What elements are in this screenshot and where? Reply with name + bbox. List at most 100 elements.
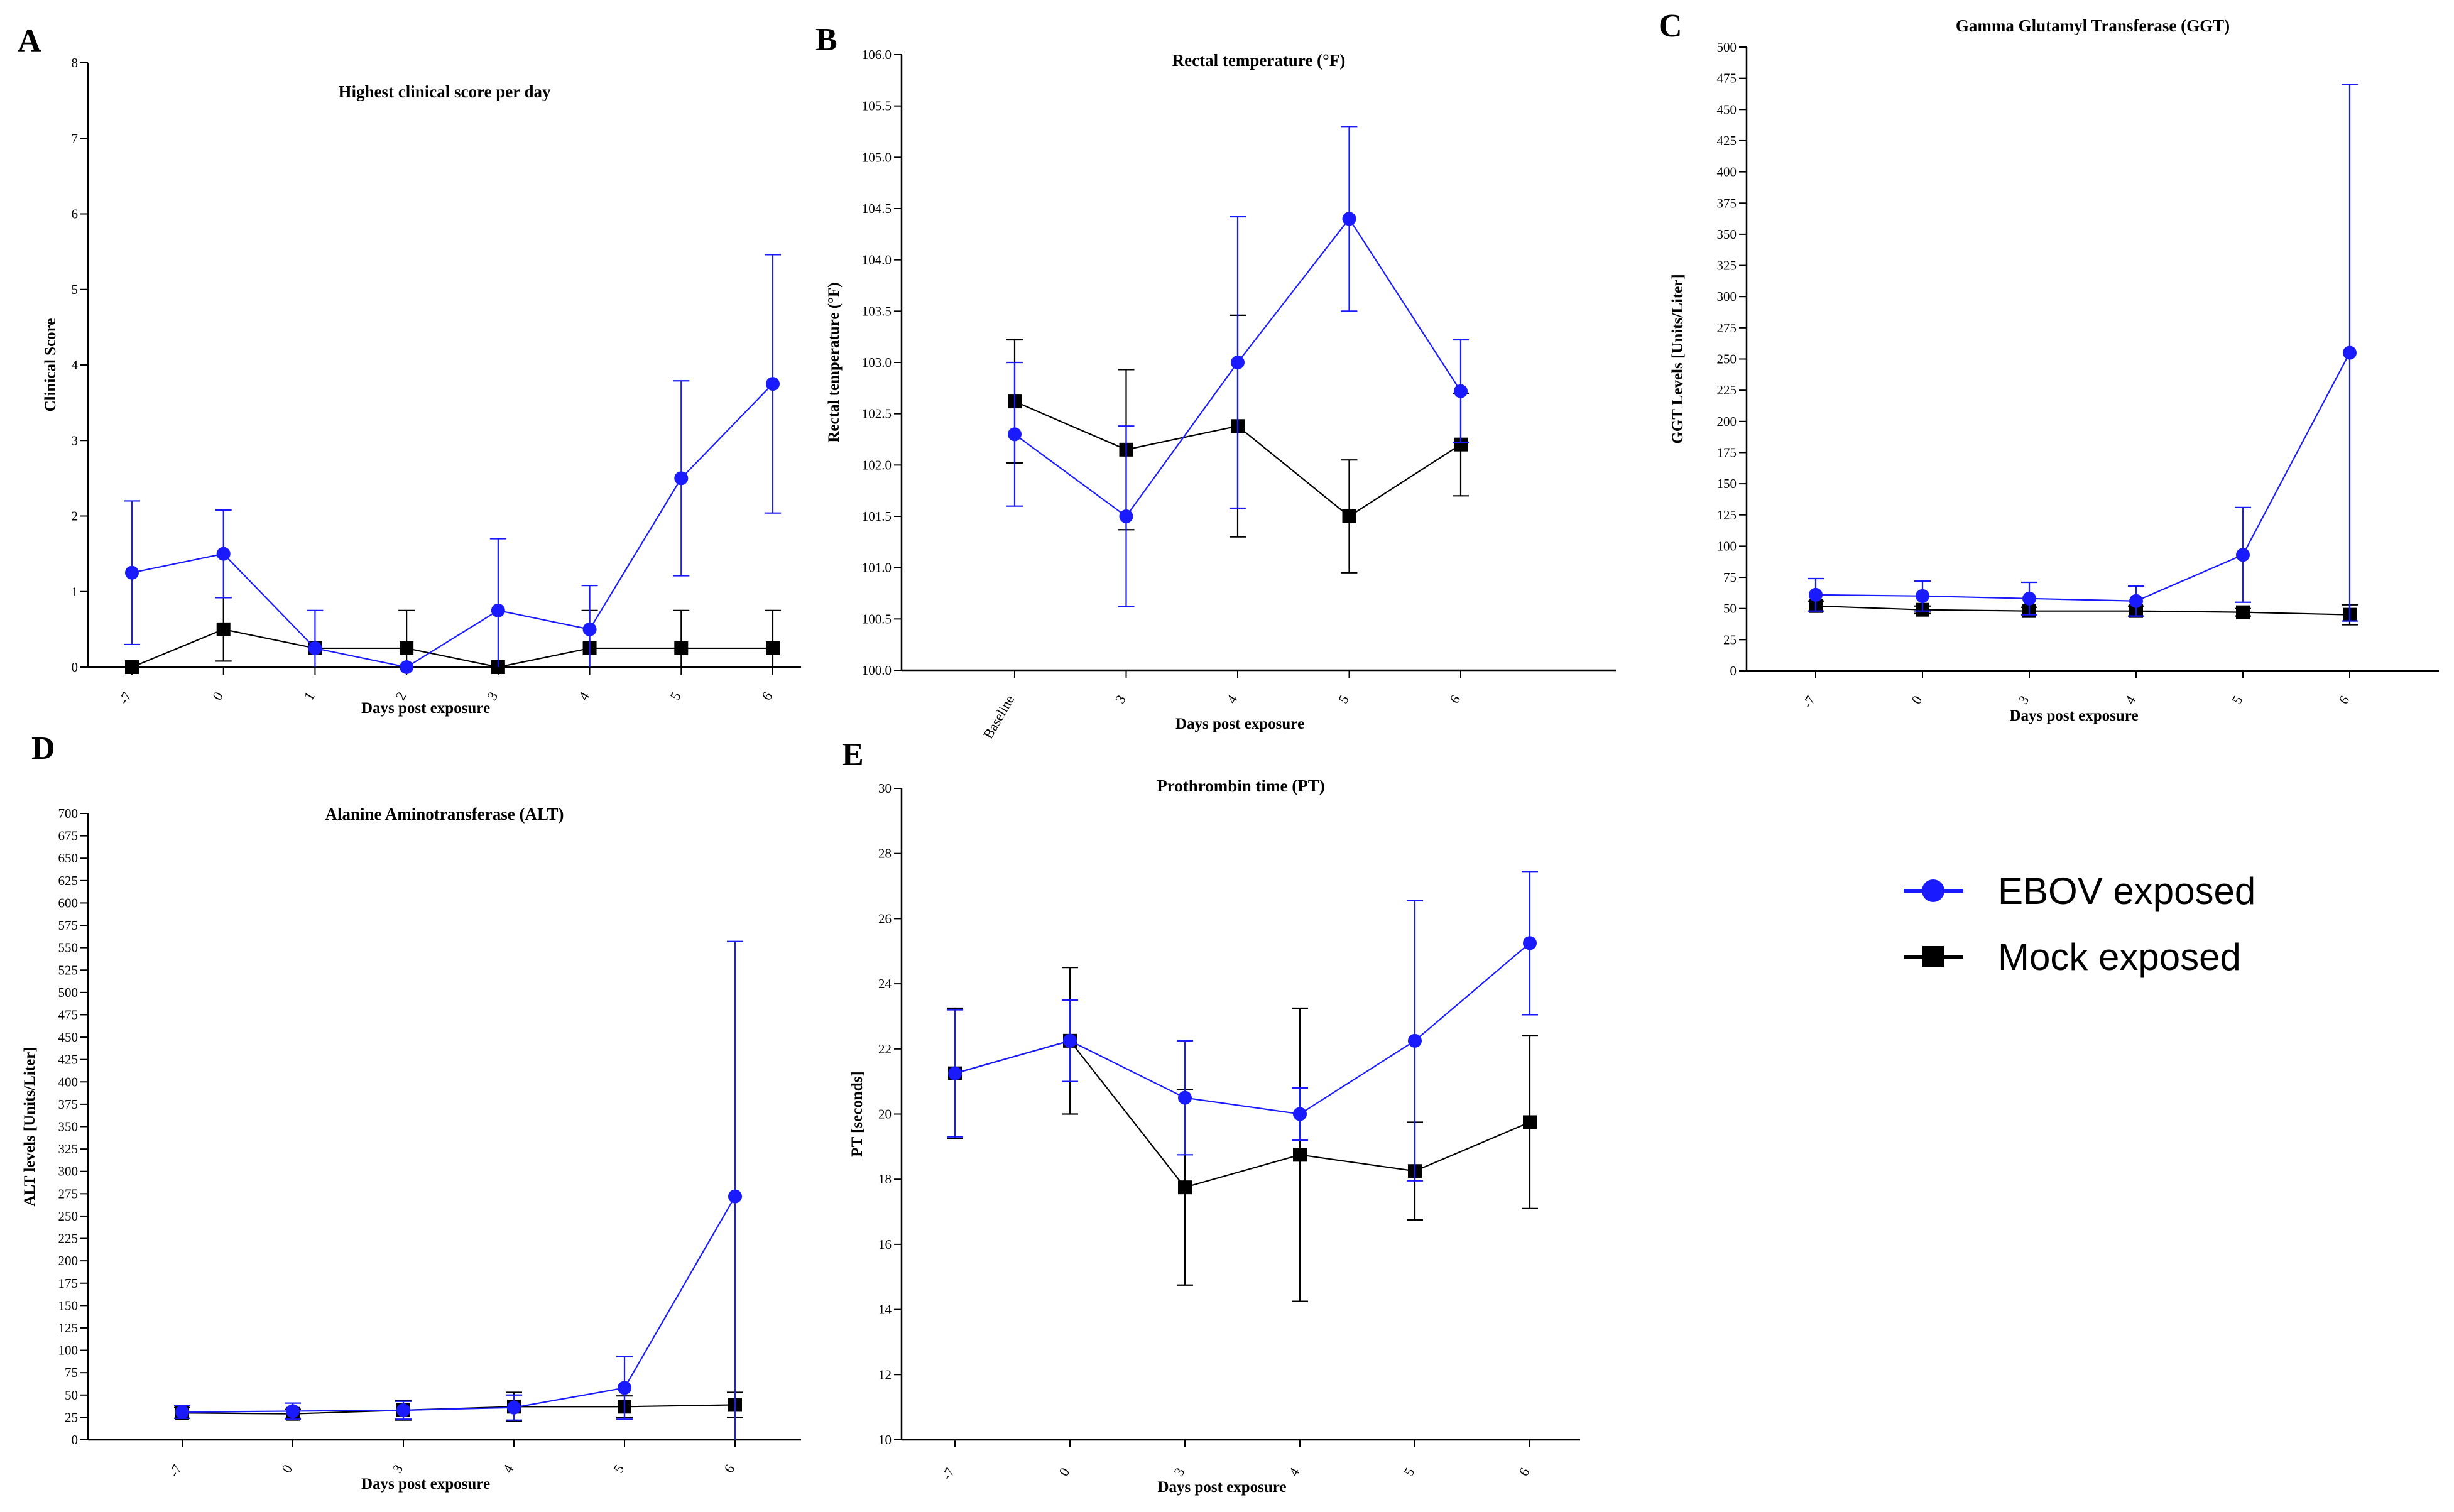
panel-c-ytick-label: 0 bbox=[1730, 663, 1737, 678]
panel-d-ytick-label: 650 bbox=[58, 851, 79, 866]
panel-e-mock-point bbox=[1293, 1148, 1307, 1162]
panel-d-ytick-label: 25 bbox=[65, 1410, 78, 1425]
panel-b-ebov-point bbox=[1342, 212, 1356, 226]
panel-e-ytick-label: 12 bbox=[878, 1367, 892, 1382]
panel-b-xtick-label: 3 bbox=[1112, 692, 1129, 706]
panel-e: E Prothrombin time (PT) 10 12 14 16 18 20 22 24 26… bbox=[842, 737, 1580, 1496]
panel-e-ebov-point bbox=[1178, 1090, 1192, 1105]
panel-a-ytick-label: 1 bbox=[72, 584, 79, 599]
panel-c-mock-series bbox=[1808, 599, 2358, 626]
panel-d-ytick-label: 625 bbox=[58, 873, 79, 888]
panel-a-mock-point bbox=[125, 660, 139, 674]
panel-d-xtick-label: 3 bbox=[389, 1462, 406, 1476]
panel-c-ytick-label: 50 bbox=[1723, 601, 1737, 616]
panel-d-ytick-label: 450 bbox=[58, 1030, 79, 1045]
panel-d-ytick-label: 100 bbox=[58, 1343, 79, 1358]
panel-c-ytick-label: 250 bbox=[1717, 352, 1737, 367]
panel-c-mock-line bbox=[1815, 605, 2350, 616]
panel-a-ebov-point bbox=[766, 377, 780, 391]
panel-c-ytick-label: 200 bbox=[1717, 414, 1737, 429]
panel-d-letter: D bbox=[31, 731, 55, 766]
panel-e-ebov-point bbox=[1523, 936, 1537, 950]
panel-a-ytick-label: 5 bbox=[72, 282, 79, 297]
panel-d-ytick-label: 75 bbox=[65, 1365, 78, 1380]
panel-a-letter: A bbox=[18, 23, 41, 59]
panel-d-ebov-point bbox=[396, 1403, 410, 1417]
panel-e-xtick-label: 3 bbox=[1170, 1465, 1187, 1479]
panel-c-xlabel: Days post exposure bbox=[2009, 707, 2138, 724]
panel-e-ebov-point bbox=[948, 1066, 962, 1080]
panel-d-ytick-label: 300 bbox=[58, 1164, 79, 1179]
panel-d-ytick-label: 175 bbox=[58, 1276, 79, 1291]
panel-e-xtick-label: 6 bbox=[1515, 1465, 1532, 1479]
legend-circle-marker bbox=[1922, 879, 1944, 902]
panel-b-xtick-label: Baseline bbox=[980, 692, 1018, 741]
panel-d-ytick-label: 50 bbox=[65, 1388, 78, 1403]
panel-e-xtick-label: 5 bbox=[1400, 1465, 1417, 1479]
panel-d-xlabel: Days post exposure bbox=[361, 1476, 490, 1493]
panel-c-ebov-point bbox=[2022, 591, 2036, 606]
panel-b-ytick-label: 102.0 bbox=[862, 457, 892, 472]
panel-b-ytick-label: 100.5 bbox=[862, 611, 892, 626]
panel-e-xtick-label: -7 bbox=[939, 1465, 958, 1482]
panel-e-ytick-label: 28 bbox=[878, 846, 892, 861]
panel-a-ebov-point bbox=[582, 622, 597, 636]
panel-d-title: Alanine Aminotransferase (ALT) bbox=[325, 805, 564, 824]
panel-e-ebov-series bbox=[947, 871, 1538, 1182]
panel-b-ytick-label: 101.5 bbox=[862, 509, 892, 524]
panel-a-ebov-series bbox=[124, 254, 781, 674]
panel-e-mock-line bbox=[954, 1040, 1530, 1188]
panel-e-ytick-label: 24 bbox=[878, 976, 892, 991]
panel-c-ytick-label: 275 bbox=[1717, 320, 1737, 335]
panel-c-xtick-label: 3 bbox=[2015, 693, 2032, 707]
panel-e-xtick-label: 4 bbox=[1285, 1465, 1302, 1479]
panel-c-ytick-label: 425 bbox=[1717, 133, 1737, 148]
panel-d-xtick-label: 6 bbox=[721, 1462, 738, 1476]
panel-e-ebov-point bbox=[1408, 1033, 1422, 1048]
panel-d-ebov-point bbox=[728, 1189, 742, 1204]
panel-e-xlabel: Days post exposure bbox=[1157, 1479, 1286, 1496]
panel-a-ytick-label: 0 bbox=[72, 660, 79, 675]
panel-b-ebov-series bbox=[1006, 126, 1469, 607]
panel-d: D Alanine Aminotransferase (ALT) 0 25 50 75 10… bbox=[21, 731, 801, 1493]
panel-c-ebov-point bbox=[1916, 589, 1929, 603]
panel-a-xlabel: Days post exposure bbox=[361, 700, 490, 717]
panel-e-ytick-label: 10 bbox=[878, 1432, 892, 1447]
panel-d-mock-series bbox=[174, 1391, 743, 1422]
panel-c: C Gamma Glutamyl Transferase (GGT)0255075… bbox=[1659, 8, 2439, 724]
panel-b-mock-point bbox=[1454, 437, 1468, 452]
panel-c-ytick-label: 325 bbox=[1717, 258, 1737, 273]
panel-c-ytick-label: 475 bbox=[1717, 71, 1737, 86]
panel-a-ytick-label: 3 bbox=[72, 433, 79, 448]
panel-d-ytick-label: 200 bbox=[58, 1253, 79, 1268]
panel-c-ytick-label: 500 bbox=[1717, 40, 1737, 55]
panel-a-ebov-point bbox=[216, 547, 231, 561]
panel-e-mock-point bbox=[1523, 1115, 1537, 1129]
panel-b-ytick-label: 105.0 bbox=[862, 150, 892, 165]
panel-e-ebov-point bbox=[1063, 1033, 1077, 1048]
panel-e-ytick-label: 26 bbox=[878, 911, 892, 926]
panel-a-ylabel: Clinical Score bbox=[42, 318, 59, 412]
panel-d-ytick-label: 575 bbox=[58, 918, 79, 933]
panel-b-ytick-label: 103.0 bbox=[862, 355, 892, 370]
panel-e-ebov-line bbox=[954, 942, 1530, 1115]
legend-item-mock: Mock exposed bbox=[1904, 936, 2241, 978]
panel-d-ytick-label: 675 bbox=[58, 829, 79, 844]
panel-a-mock-point bbox=[766, 641, 780, 655]
panel-c-mock-point bbox=[2236, 605, 2250, 619]
legend-square-marker bbox=[1922, 946, 1944, 967]
panel-a-mock-point bbox=[674, 641, 689, 655]
legend-label: EBOV exposed bbox=[1998, 870, 2255, 912]
panel-c-ytick-label: 300 bbox=[1717, 289, 1737, 304]
panel-a: A Highest clinical score per day 0 1 2 3 4 5 6 7 8… bbox=[18, 23, 801, 717]
panel-c-ytick-label: 125 bbox=[1717, 508, 1737, 523]
panel-c-ytick-label: 100 bbox=[1717, 538, 1737, 553]
panel-d-ytick-label: 0 bbox=[72, 1432, 79, 1447]
panel-e-letter: E bbox=[842, 737, 864, 773]
panel-c-xtick-label: 6 bbox=[2335, 693, 2352, 707]
panel-b-xtick-label: 5 bbox=[1335, 692, 1352, 706]
panel-e-ebov-point bbox=[1293, 1107, 1307, 1121]
panel-b-ebov-point bbox=[1454, 384, 1468, 398]
panel-d-ytick-label: 325 bbox=[58, 1141, 79, 1156]
panel-a-mock-point bbox=[400, 641, 414, 655]
